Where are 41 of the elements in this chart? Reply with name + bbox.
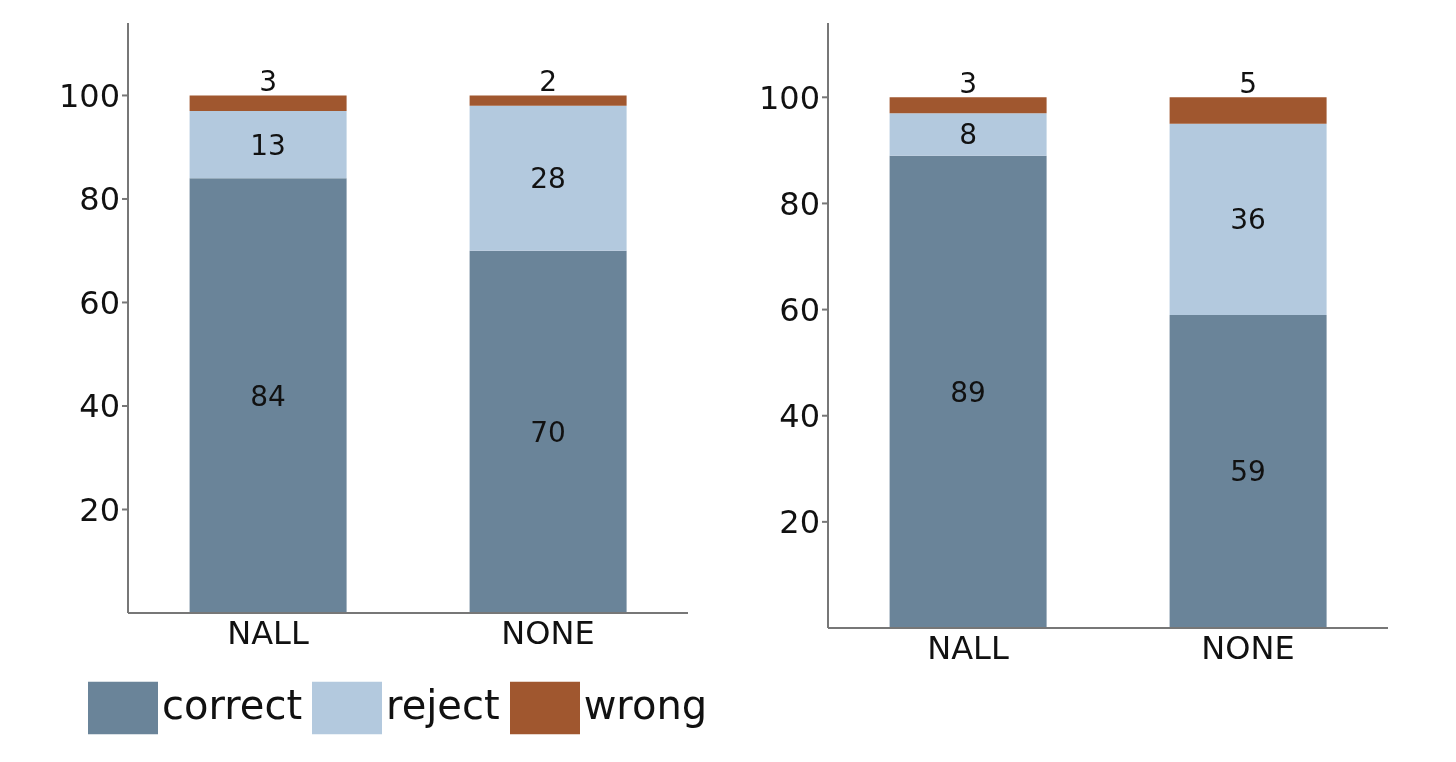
bar [469,95,627,106]
data-label: 89 [950,375,986,409]
legend-label: reject [386,682,500,728]
y-tick-label: 60 [779,290,820,329]
y-tick-label: 80 [779,184,820,223]
bar [1169,314,1327,628]
data-label: 3 [959,67,978,101]
bar [889,113,1047,156]
y-tick-label: 20 [779,503,820,542]
bar [1169,123,1327,315]
legend-label: correct [162,682,303,728]
y-tick-label: 80 [79,180,120,219]
y-tick-label: 40 [779,397,820,436]
data-label: 59 [1230,455,1266,489]
bar [469,105,627,251]
x-tick-label: NALL [927,628,1009,667]
data-label: 28 [530,162,566,196]
y-tick-label: 20 [79,490,120,529]
bar [1169,97,1327,124]
data-label: 70 [530,415,566,449]
data-label: 84 [250,379,286,413]
y-tick-label: 100 [758,78,820,117]
bar [189,95,347,111]
bar [889,155,1047,628]
data-label: 2 [539,65,558,99]
data-label: 13 [250,128,286,162]
x-tick-label: NALL [227,613,309,652]
x-tick-label: NONE [1201,628,1295,667]
bar [889,97,1047,114]
bar [189,110,347,179]
data-label: 8 [959,118,978,152]
y-tick-label: 40 [79,387,120,426]
legend-label: wrong [583,682,708,728]
y-tick-label: 60 [79,283,120,322]
x-tick-label: NONE [501,613,595,652]
y-tick-label: 100 [58,76,120,115]
bar [469,250,627,613]
data-label: 36 [1230,203,1266,237]
bar [189,178,347,613]
data-label: 5 [1239,67,1258,101]
data-label: 3 [259,65,278,99]
